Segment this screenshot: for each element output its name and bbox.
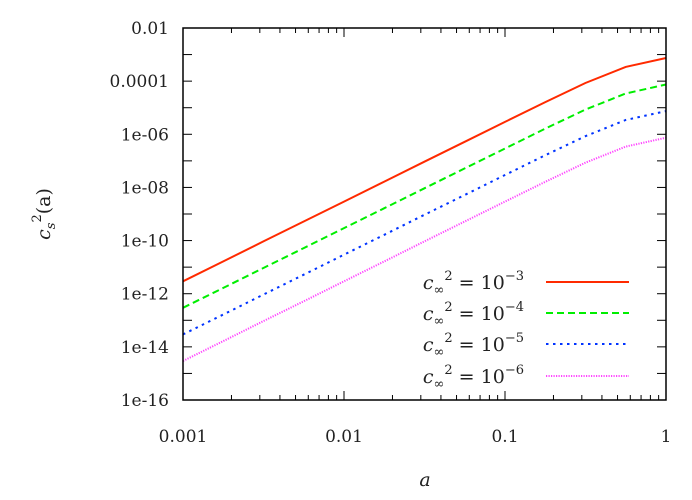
x-tick-label: 0.1 — [491, 427, 518, 447]
legend: c∞2 = 10−3c∞2 = 10−4c∞2 = 10−5 c∞2 = 10−6 — [423, 269, 629, 392]
y-tick-label: 1e-10 — [121, 232, 169, 252]
y-axis-label: cs2(a) — [30, 188, 59, 240]
legend-entry-4: c∞2 = 10−6 — [423, 363, 629, 392]
plot-frame — [182, 27, 667, 401]
series-line-2 — [182, 83, 667, 309]
legend-entry-3: c∞2 = 10−5 — [423, 331, 629, 360]
legend-label: c∞2 = 10−3 — [423, 269, 524, 298]
y-tick-label: 1e-06 — [121, 125, 169, 145]
axis-ticks: 0.001 0.01 0.1 1 0.01 0.0001 1e-06 1e-08 1e-10 1e… — [110, 19, 672, 447]
y-tick-label: 0.0001 — [110, 72, 169, 92]
legend-entry-1: c∞2 = 10−3 — [423, 269, 629, 298]
x-tick-label: 0.01 — [325, 427, 363, 447]
y-tick-label: 1e-12 — [121, 285, 169, 305]
series-line-1 — [182, 57, 667, 283]
plot-curves — [182, 57, 667, 362]
y-tick-label: 1e-14 — [121, 338, 169, 358]
legend-label: c∞2 = 10−6 — [423, 363, 524, 392]
y-tick-label: 1e-08 — [121, 178, 169, 198]
y-tick-label: 1e-16 — [121, 391, 169, 411]
x-tick-label: 1 — [661, 427, 672, 447]
legend-label: c∞2 = 10−4 — [423, 300, 524, 329]
y-tick-label: 0.01 — [131, 19, 169, 39]
series-line-4 — [182, 136, 667, 362]
series-line-3 — [182, 110, 667, 336]
x-axis-label: a — [419, 469, 430, 491]
legend-label: c∞2 = 10−5 — [423, 331, 524, 360]
legend-entry-2: c∞2 = 10−4 — [423, 300, 629, 329]
x-tick-label: 0.001 — [159, 427, 208, 447]
